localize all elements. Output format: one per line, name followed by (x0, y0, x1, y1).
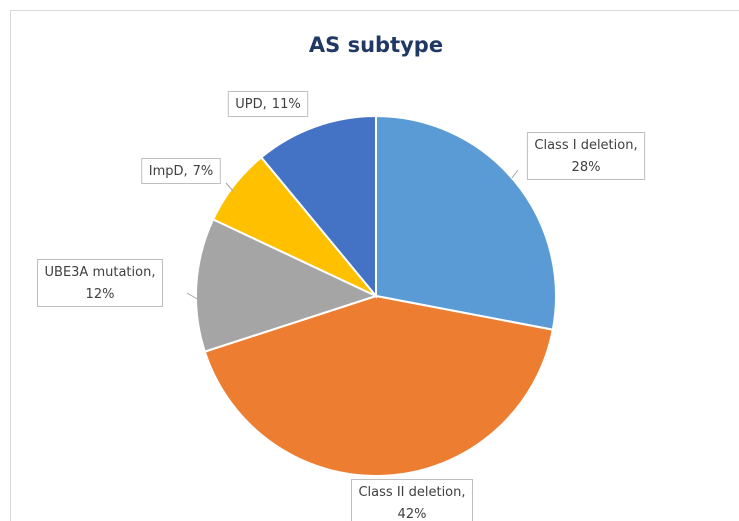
data-label: UBE3A mutation, 12% (37, 259, 200, 307)
pie (195, 114, 557, 477)
leader-line (225, 182, 234, 192)
pie-slice (259, 114, 377, 299)
label-box (141, 158, 221, 184)
label-text: Class I deletion, 28% (534, 138, 637, 175)
data-labels: Class I deletion, 28% Class II deletion, 42… (37, 91, 646, 521)
label-box (227, 91, 309, 117)
label-text: ImpD, 7% (149, 164, 214, 179)
value-label: 42% (398, 507, 427, 521)
value-label: 28% (572, 160, 601, 175)
pie-slice (195, 218, 379, 353)
label-text: UPD, 11% (235, 97, 300, 112)
value-label: 11% (272, 97, 301, 112)
label-box (526, 132, 646, 180)
label-text: UBE3A mutation, 12% (45, 265, 156, 302)
pie-slice (203, 294, 554, 477)
pie-slice (375, 114, 557, 331)
label-box (37, 259, 163, 307)
data-label: UPD, 11% (227, 91, 309, 117)
leader-line (511, 169, 519, 179)
chart-title: AS subtype (309, 33, 443, 57)
data-label: Class I deletion, 28% (511, 132, 646, 180)
category-label: Class II deletion, (358, 485, 465, 500)
data-label: ImpD, 7% (141, 158, 234, 192)
value-label: 12% (86, 287, 115, 302)
category-label: UPD, (235, 97, 267, 112)
label-text: Class II deletion, 42% (358, 485, 465, 521)
category-label: Class I deletion, (534, 138, 637, 153)
category-label: UBE3A mutation, (45, 265, 156, 280)
value-label: 7% (193, 164, 214, 179)
label-box (350, 479, 474, 521)
data-label: Class II deletion, 42% (350, 479, 474, 521)
category-label: ImpD, (149, 164, 188, 179)
leader-line (186, 292, 200, 301)
